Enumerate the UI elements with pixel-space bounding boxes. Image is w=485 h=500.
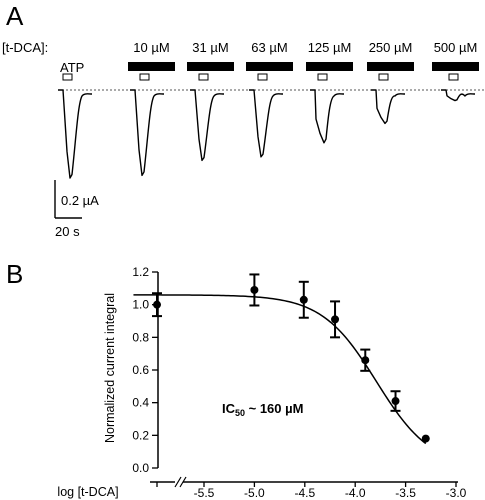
data-point xyxy=(421,434,430,443)
atp-marker xyxy=(139,73,150,81)
data-point xyxy=(391,397,400,406)
axes: 0.0 0.2 0.4 0.6 0.8 1.0 1.2 -5.5 -5.0 -4.5 -4.0 -3.… xyxy=(132,265,466,500)
atp-marker xyxy=(62,73,73,81)
concentration-label: 250 µM xyxy=(369,40,413,55)
atp-marker xyxy=(198,73,209,81)
hill-fit-line xyxy=(133,294,427,445)
x-tick-label: -3.0 xyxy=(446,486,467,500)
agonist-label: ATP xyxy=(60,60,84,75)
current-trace xyxy=(58,89,93,179)
ic50-annotation: IC50 ~ 160 µM xyxy=(222,401,303,418)
concentration-label: 31 µM xyxy=(192,40,228,55)
atp-marker xyxy=(257,73,268,81)
y-tick-label: 0.6 xyxy=(132,363,149,377)
drug-application-bars xyxy=(128,62,479,71)
x-tick-label: -5.5 xyxy=(194,486,215,500)
x-axis-title: log [t-DCA] xyxy=(57,485,118,499)
data-point xyxy=(299,295,308,304)
drug-bar xyxy=(187,62,234,71)
current-trace xyxy=(441,89,476,102)
panel-b: B 0.0 0.2 0.4 0.6 0.8 1.0 1.2 -5.5 -5.0 -4.5 -4.0 -… xyxy=(6,259,467,500)
y-tick-label: 1.2 xyxy=(132,265,149,279)
dose-response-chart: 0.0 0.2 0.4 0.6 0.8 1.0 1.2 -5.5 -5.0 -4.5 -4.0 -3.… xyxy=(57,265,466,500)
y-tick-label: 0.8 xyxy=(132,330,149,344)
current-trace xyxy=(130,89,165,177)
atp-application-markers xyxy=(62,73,459,81)
y-axis-title: Normalized current integral xyxy=(103,293,117,443)
error-bars xyxy=(152,273,401,412)
atp-marker xyxy=(448,73,459,81)
data-point xyxy=(250,285,259,294)
x-tick-label: -4.5 xyxy=(294,486,315,500)
atp-marker xyxy=(317,73,328,81)
fit-curve xyxy=(133,294,427,445)
x-tick-label: -4.0 xyxy=(345,486,366,500)
drug-bar xyxy=(128,62,175,71)
y-tick-label: 0.2 xyxy=(132,428,149,442)
concentration-labels: 10 µM 31 µM 63 µM 125 µM 250 µM 500 µM xyxy=(133,40,477,55)
concentration-label: 63 µM xyxy=(251,40,287,55)
concentration-label: 10 µM xyxy=(133,40,169,55)
y-tick-label: 0.0 xyxy=(132,461,149,475)
current-trace xyxy=(310,89,345,144)
x-tick-label: -3.5 xyxy=(395,486,416,500)
drug-bar xyxy=(432,62,479,71)
condition-label: [t-DCA]: xyxy=(2,40,48,55)
current-traces xyxy=(58,89,476,179)
current-scale-label: 0.2 µA xyxy=(61,193,99,208)
drug-bar xyxy=(367,62,414,71)
data-points xyxy=(153,285,430,443)
drug-bar xyxy=(306,62,353,71)
current-trace xyxy=(249,89,284,158)
panel-a: A [t-DCA]: ATP 10 µM 31 µM 63 µM 125 µM 250 … xyxy=(2,1,485,239)
current-trace xyxy=(371,89,406,125)
panel-a-letter: A xyxy=(6,1,24,31)
concentration-label: 500 µM xyxy=(434,40,478,55)
time-scale-label: 20 s xyxy=(55,224,80,239)
drug-bar xyxy=(246,62,293,71)
data-point xyxy=(153,300,161,309)
x-axis-break-mark xyxy=(179,476,187,488)
data-point xyxy=(331,315,340,324)
concentration-label: 125 µM xyxy=(308,40,352,55)
panel-b-letter: B xyxy=(6,259,23,289)
atp-marker xyxy=(378,73,389,81)
current-trace xyxy=(190,89,225,162)
y-tick-label: 0.4 xyxy=(132,396,149,410)
x-tick-label: -5.0 xyxy=(244,486,265,500)
x-axis-break-mark xyxy=(174,476,182,488)
y-tick-label: 1.0 xyxy=(132,298,149,312)
data-point xyxy=(361,356,370,365)
